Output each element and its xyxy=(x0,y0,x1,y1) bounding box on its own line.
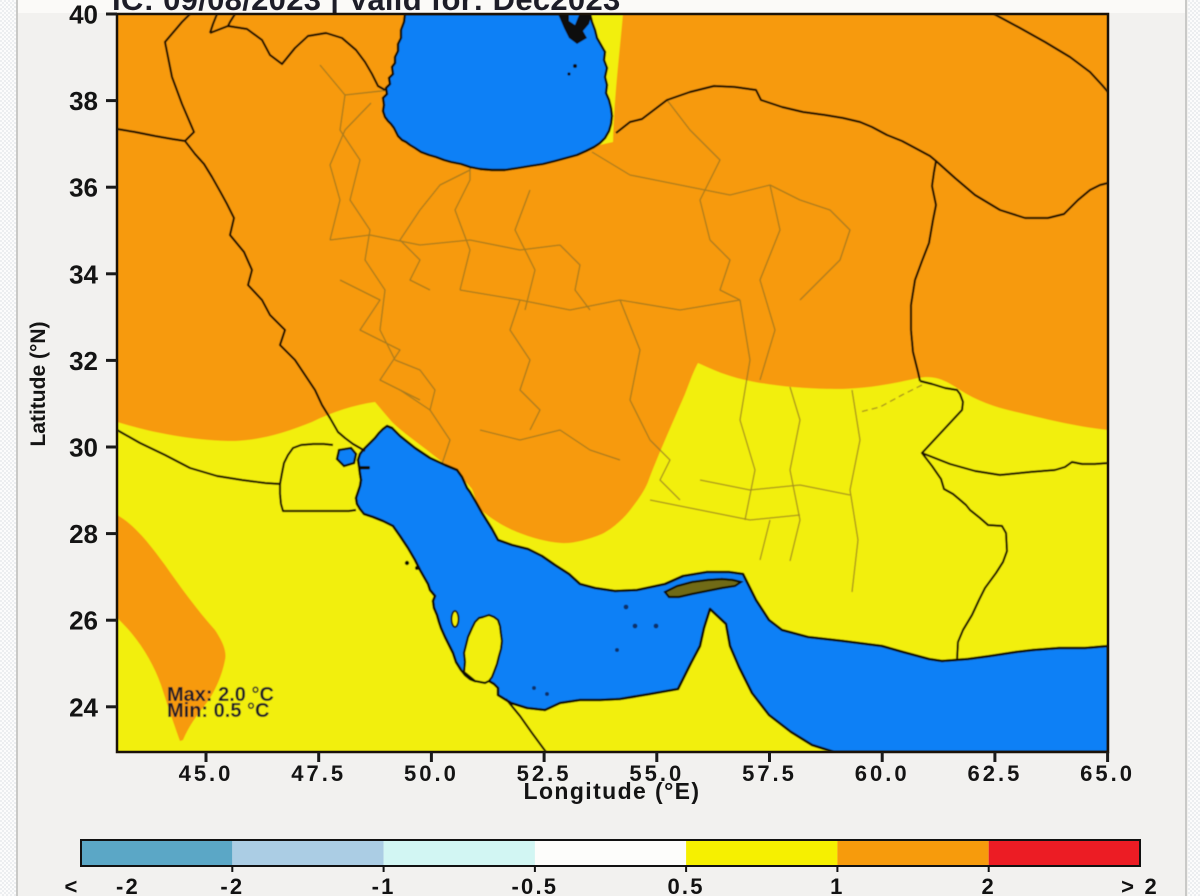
svg-text:Min: 0.5 °C: Min: 0.5 °C xyxy=(167,700,269,722)
svg-text:45.0: 45.0 xyxy=(179,761,234,786)
svg-text:52.5: 52.5 xyxy=(517,761,572,786)
svg-text:62.5: 62.5 xyxy=(967,761,1022,786)
svg-text:-0.5: -0.5 xyxy=(512,874,559,896)
svg-text:57.5: 57.5 xyxy=(742,761,797,786)
svg-text:-2: -2 xyxy=(220,874,244,896)
svg-text:-1: -1 xyxy=(372,874,396,896)
svg-text:2: 2 xyxy=(981,874,995,896)
svg-text:50.0: 50.0 xyxy=(404,761,459,786)
svg-text:<: < xyxy=(64,874,79,896)
svg-text:Max: 2.0 °C: Max: 2.0 °C xyxy=(167,684,274,706)
svg-text:1: 1 xyxy=(830,874,844,896)
svg-text:55.0: 55.0 xyxy=(629,761,684,786)
svg-text:40: 40 xyxy=(69,0,98,30)
svg-text:28: 28 xyxy=(69,519,98,549)
svg-text:24: 24 xyxy=(69,692,98,722)
svg-text:32: 32 xyxy=(69,346,98,376)
svg-text:0.5: 0.5 xyxy=(668,874,705,896)
svg-text:47.5: 47.5 xyxy=(291,761,346,786)
svg-text:65.0: 65.0 xyxy=(1080,761,1135,786)
svg-text:> 2: > 2 xyxy=(1121,874,1159,896)
svg-text:Longitude (°E): Longitude (°E) xyxy=(524,778,701,804)
svg-text:60.0: 60.0 xyxy=(855,761,910,786)
svg-text:Latitude (°N): Latitude (°N) xyxy=(27,321,50,446)
svg-text:30: 30 xyxy=(69,433,98,463)
svg-text:36: 36 xyxy=(69,173,98,203)
svg-text:26: 26 xyxy=(69,606,98,636)
svg-text:-2: -2 xyxy=(116,874,140,896)
svg-text:38: 38 xyxy=(69,86,98,116)
svg-text:34: 34 xyxy=(69,259,98,289)
